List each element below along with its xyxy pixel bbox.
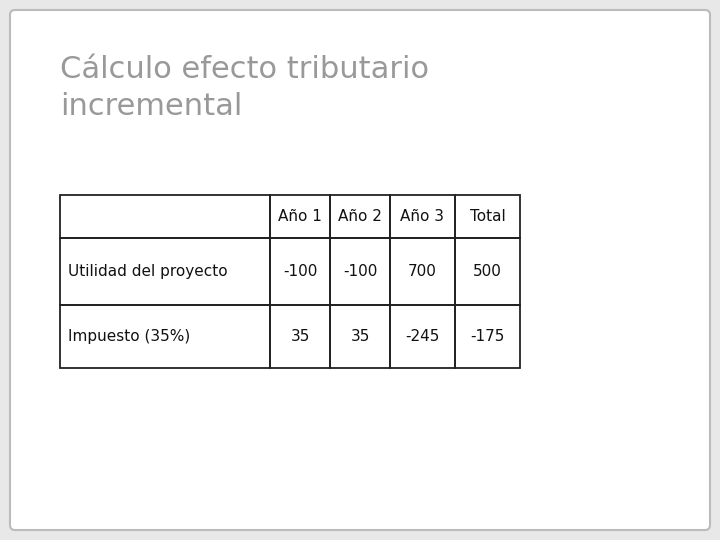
- Bar: [455, 195, 520, 238]
- Bar: [270, 305, 330, 368]
- Text: -175: -175: [470, 329, 505, 344]
- Text: Total: Total: [469, 209, 505, 224]
- Text: Cálculo efecto tributario: Cálculo efecto tributario: [60, 55, 429, 84]
- Bar: [270, 195, 330, 238]
- Bar: [455, 305, 520, 368]
- Bar: [60, 238, 270, 305]
- Text: 500: 500: [473, 264, 502, 279]
- Text: Año 1: Año 1: [278, 209, 322, 224]
- Bar: [270, 238, 330, 305]
- Text: Año 2: Año 2: [338, 209, 382, 224]
- Bar: [455, 238, 520, 305]
- Text: 35: 35: [351, 329, 369, 344]
- Bar: [390, 305, 455, 368]
- Text: -100: -100: [343, 264, 377, 279]
- Text: 700: 700: [408, 264, 437, 279]
- Text: -100: -100: [283, 264, 318, 279]
- Bar: [390, 238, 455, 305]
- Bar: [60, 195, 270, 238]
- Text: -245: -245: [405, 329, 440, 344]
- Bar: [330, 238, 390, 305]
- Bar: [60, 305, 270, 368]
- Bar: [330, 305, 390, 368]
- FancyBboxPatch shape: [10, 10, 710, 530]
- Text: Año 3: Año 3: [400, 209, 444, 224]
- Bar: [390, 195, 455, 238]
- Text: Utilidad del proyecto: Utilidad del proyecto: [68, 264, 228, 279]
- Bar: [330, 195, 390, 238]
- Text: 35: 35: [290, 329, 310, 344]
- Text: incremental: incremental: [60, 92, 243, 121]
- Text: Impuesto (35%): Impuesto (35%): [68, 329, 190, 344]
